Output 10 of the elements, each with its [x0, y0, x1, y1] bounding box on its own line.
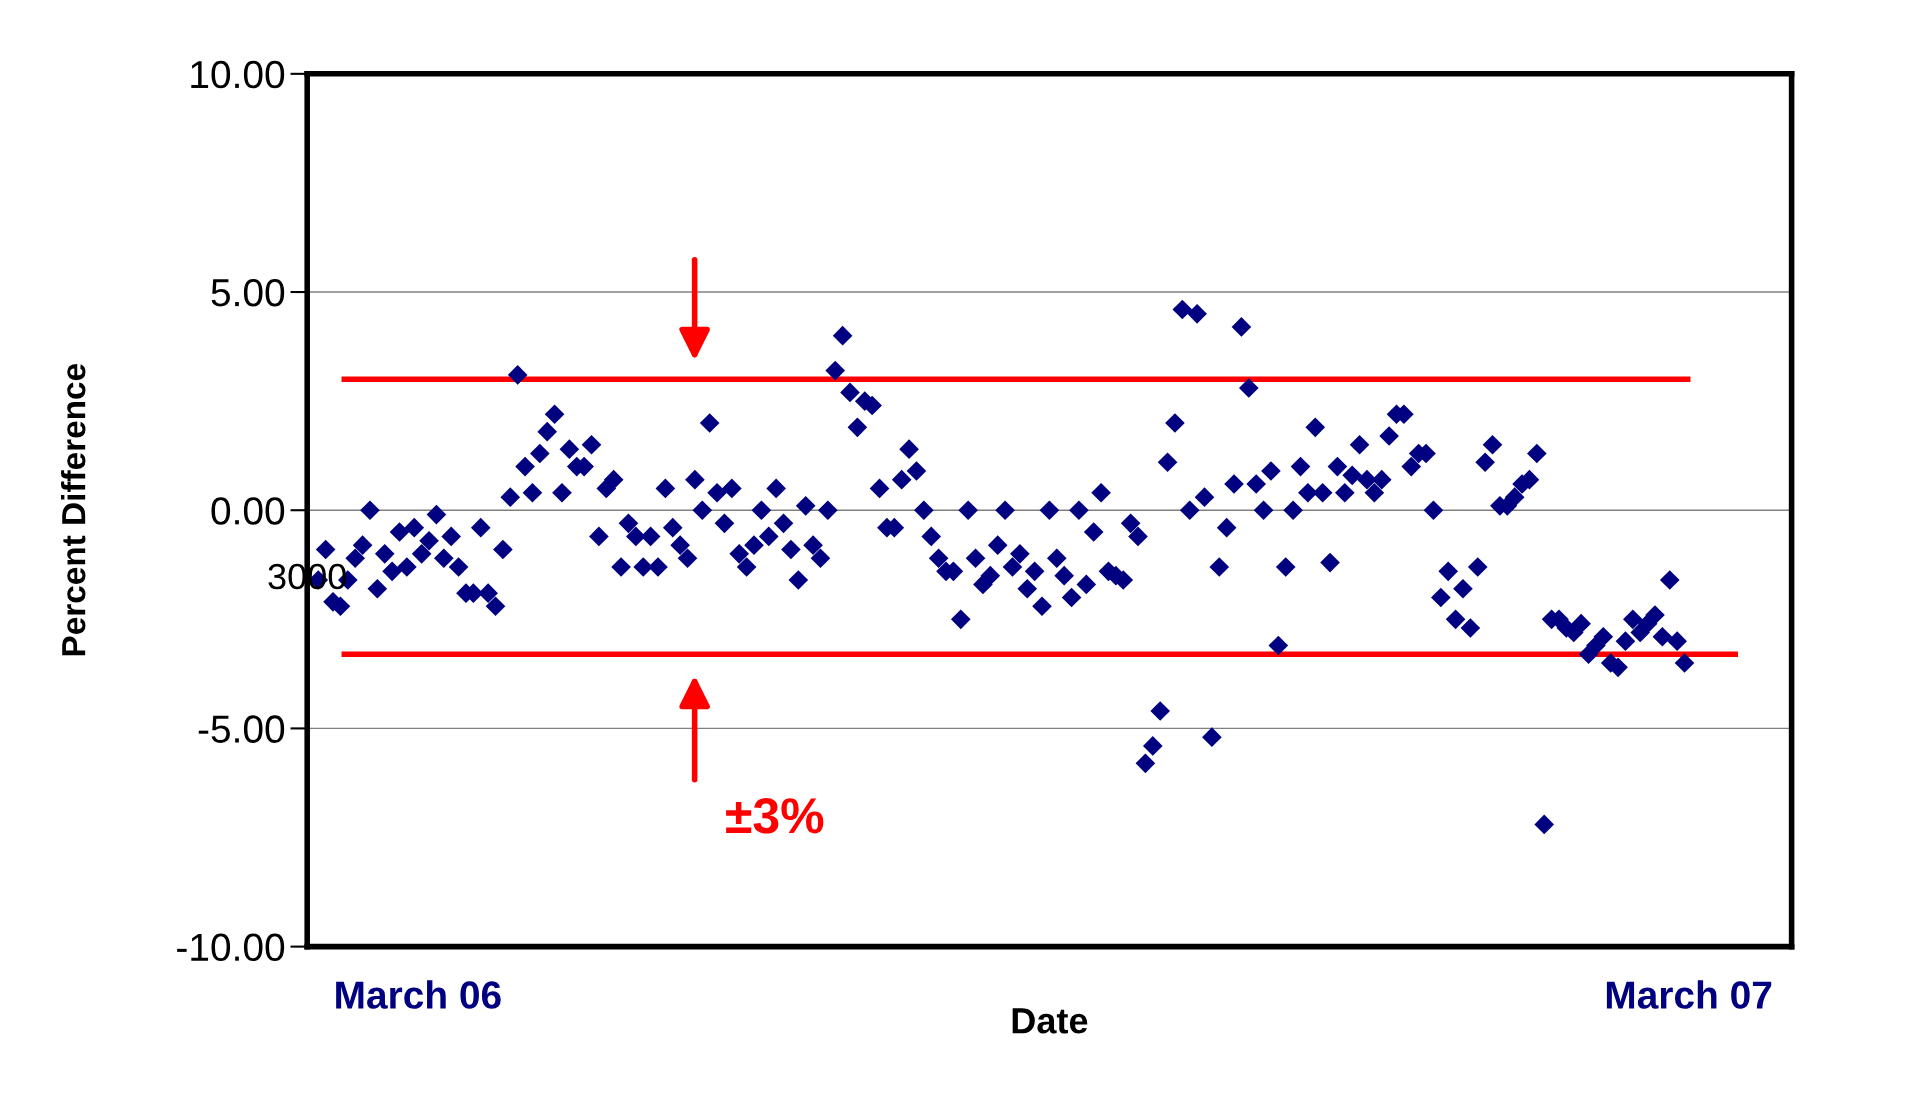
y-tick-label: 0.00 [211, 497, 285, 525]
y-tick-label: 10.00 [191, 60, 285, 89]
y-tick-label: 5.00 [211, 278, 285, 307]
y-tick-label: -10.00 [177, 933, 285, 962]
x-axis-title: Date [1012, 1008, 1088, 1034]
annotation: ±3% [726, 798, 824, 834]
text: March 06 [336, 980, 501, 1009]
text: March 07 [1606, 980, 1772, 1009]
y-axis-title: Percent Difference [61, 364, 86, 656]
y-tick-label: -5.00 [198, 715, 285, 743]
